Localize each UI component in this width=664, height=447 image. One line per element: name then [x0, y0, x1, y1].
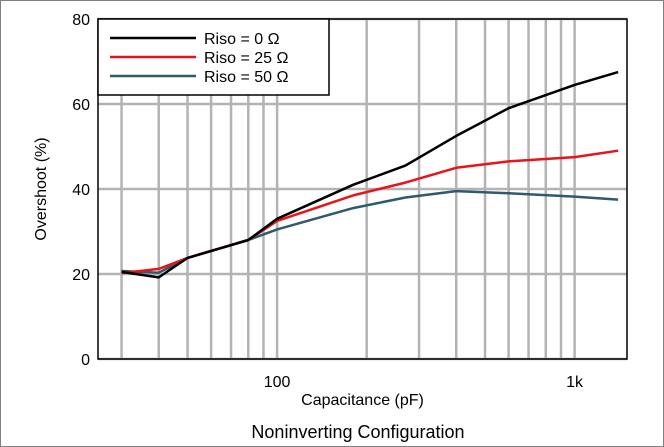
legend-label: Riso = 50 Ω — [204, 69, 288, 86]
plot-area — [97, 18, 628, 360]
series-line — [121, 70, 619, 279]
y-tick-label: 40 — [72, 182, 90, 199]
y-tick-label: 0 — [81, 352, 90, 369]
chart-caption: Noninverting Configuration — [251, 422, 464, 442]
legend-label: Riso = 25 Ω — [204, 50, 288, 67]
y-tick-label: 20 — [72, 267, 90, 284]
series-lines — [121, 70, 619, 279]
legend: Riso = 0 Ω Riso = 25 Ω Riso = 50 Ω — [97, 18, 330, 96]
x-tick-label: 100 — [264, 374, 291, 391]
y-tick-label: 60 — [72, 97, 90, 114]
tick-labels: 0 20 40 60 80 100 1k — [72, 12, 584, 391]
series-line — [121, 149, 619, 275]
series-line — [121, 189, 619, 274]
y-tick-label: 80 — [72, 12, 90, 29]
x-tick-label: 1k — [566, 374, 584, 391]
y-axis-label: Overshoot (%) — [33, 137, 50, 240]
legend-label: Riso = 0 Ω — [204, 31, 280, 48]
x-axis-label: Capacitance (pF) — [301, 392, 424, 409]
